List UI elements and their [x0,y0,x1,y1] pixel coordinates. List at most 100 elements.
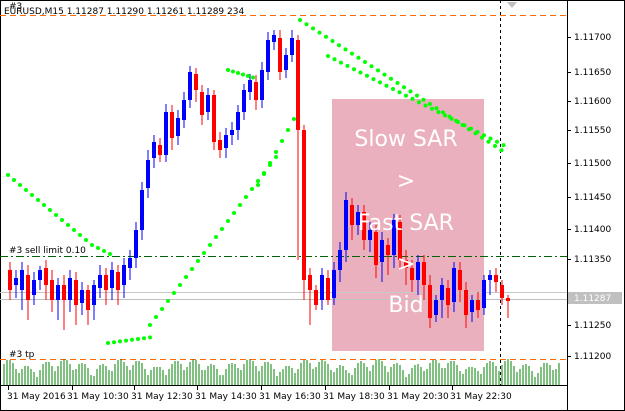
price-axis[interactable]: 1.11700 1.11650 1.11600 1.11550 1.11500 … [567,33,622,362]
sar-dot [84,238,88,242]
candle-body [188,72,192,100]
sar-dot [241,72,245,77]
candle-body [140,190,144,230]
sar-dot [280,139,284,143]
sar-dot [118,339,122,344]
sar-dot [423,103,428,108]
candle-body [98,275,102,288]
sar-dot [274,155,278,159]
sar-dot [421,97,426,102]
shift-marker-icon[interactable] [507,2,517,8]
sar-dot [330,39,335,43]
current-price-label: 1.11287 [574,294,611,304]
parabolic-sar-dots [6,18,506,345]
price-label-5: 1.11500 [574,159,611,169]
sar-dot [238,203,242,207]
candle-body [182,100,186,120]
sar-dot [148,323,152,327]
candle-body [290,38,294,55]
sar-dot [462,123,467,128]
sar-dot [256,179,260,183]
candle-body [86,290,90,310]
candle-body [362,212,366,240]
annotation-line-3: Fast SAR [358,211,454,236]
candle-body [458,270,462,290]
candle-body [506,298,510,301]
sar-dot [397,90,402,95]
candle-body [74,280,78,305]
price-label-3: 1.11600 [574,97,611,107]
candle-body [380,240,384,262]
candle-body [284,55,288,70]
sar-dot [339,60,343,65]
time-label-1: 31 May 2016 [7,392,66,402]
sar-dot [130,337,134,342]
price-label-2: 1.11650 [574,68,611,78]
price-label-10: 1.11200 [574,352,611,362]
sar-dot [178,283,182,287]
sar-dot [102,249,106,253]
sar-dot [365,73,369,78]
sar-dot [66,223,70,227]
sar-dot [449,116,454,121]
candle-body [128,258,132,268]
sar-dot [202,251,206,255]
sar-dot [268,161,272,165]
candle-body [404,260,408,268]
candle-body [200,92,204,115]
annotation-line-4: > [397,252,415,277]
sar-dot [376,68,380,73]
current-price-badge [568,292,622,304]
take-profit-label: #3 tp [9,350,35,360]
sar-dot [495,139,499,144]
sar-dot [244,195,248,199]
sar-dot [124,338,128,343]
candle-body [26,275,30,300]
sar-dot [345,63,350,68]
time-axis[interactable]: 31 May 2016 31 May 10:30 31 May 12:30 31… [7,385,512,402]
sar-dot [246,74,250,78]
sar-dot [395,81,400,85]
sar-dot [430,106,434,111]
sar-dot [324,34,328,39]
sar-dot [226,68,230,72]
candle-body [152,142,156,158]
price-label-8: 1.11350 [574,255,611,265]
candle-body [434,300,438,315]
time-label-3: 31 May 12:30 [131,392,193,402]
candle-body [482,280,486,308]
sar-dot [78,233,82,237]
candle-body [254,82,258,100]
time-label-2: 31 May 10:30 [67,392,129,402]
candle-body [242,90,246,112]
chart-symbol-info: EURUSD,M15 1.11287 1.11290 1.11261 1.112… [4,7,244,17]
candle-body [38,270,42,280]
sar-dot [298,18,302,22]
candle-body [278,38,282,72]
sar-dot [304,22,309,27]
candle-body [386,245,390,255]
candle-body [146,160,150,188]
time-label-6: 31 May 18:30 [323,392,385,402]
sar-dot [363,60,367,64]
sar-dot [112,340,116,345]
sar-dot [378,80,382,85]
candle-body [134,230,138,258]
sar-dot [358,70,363,75]
sar-dot [226,219,230,223]
price-label-6: 1.11450 [574,193,611,203]
sar-dot [475,129,480,134]
sar-dot [404,93,408,98]
candle-body [62,285,66,300]
sar-dot [352,67,356,72]
candle-body [104,275,108,290]
candle-body [20,270,24,290]
sar-dot [214,235,218,239]
sar-dot [356,55,361,60]
sar-dot [382,72,387,77]
sar-dot [6,173,10,177]
sar-dot [232,211,236,215]
